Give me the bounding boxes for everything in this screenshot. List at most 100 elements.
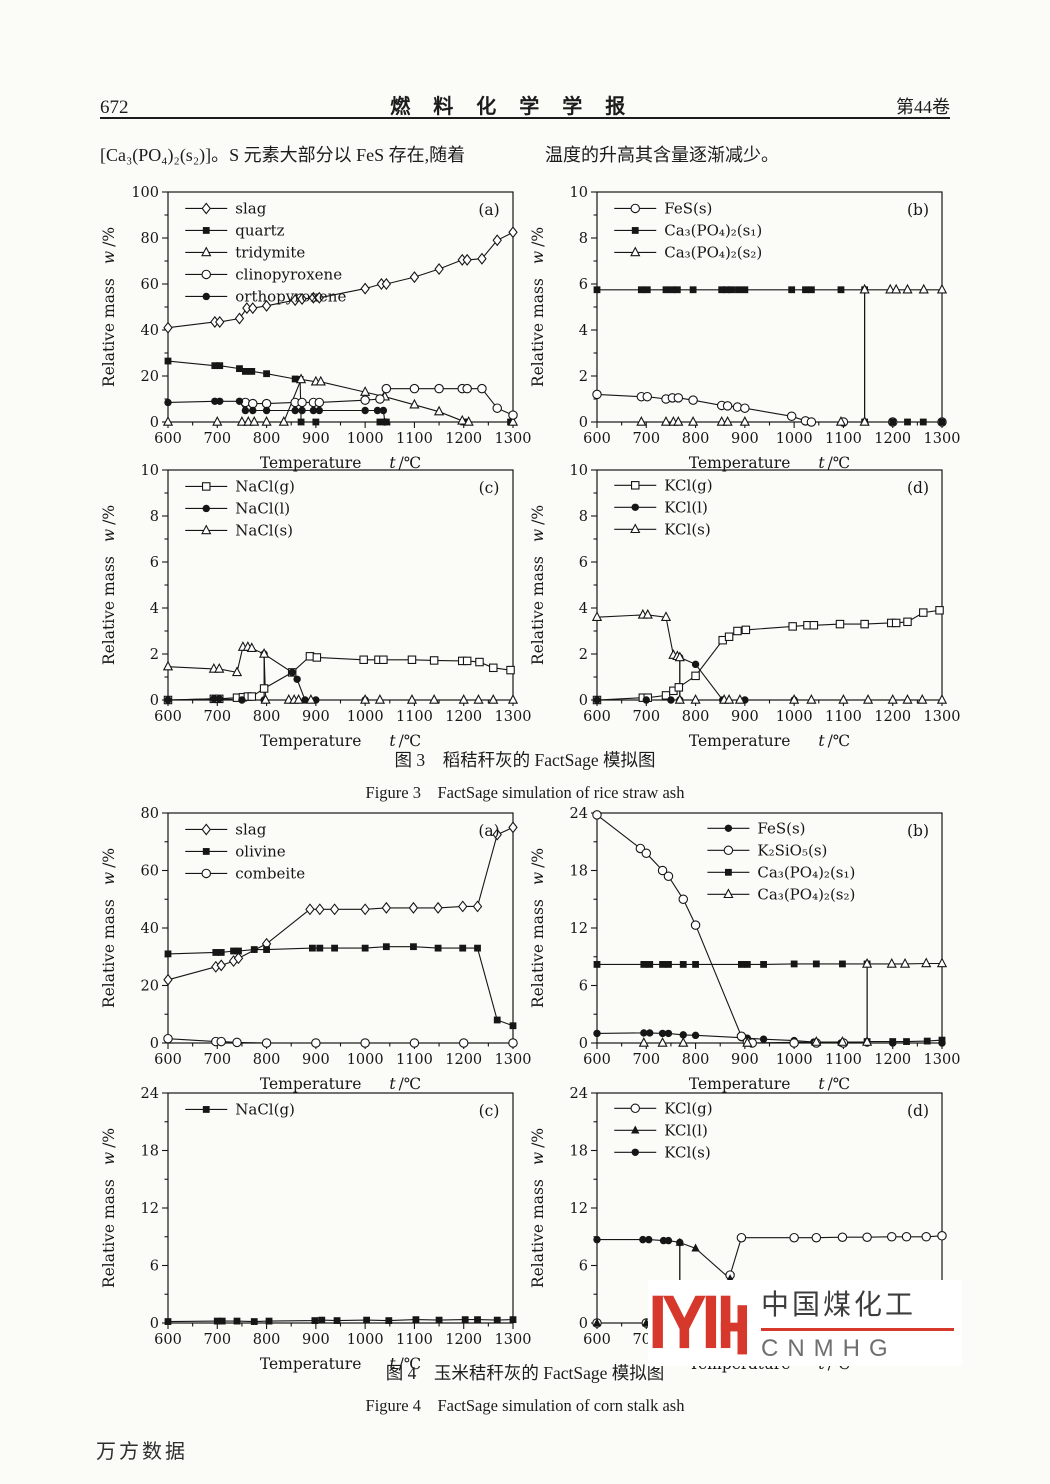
svg-text:600: 600 (154, 431, 182, 447)
figure3-panel-b-chart: 600 700 800 900 1000 1100 1200 1300 0 2 4 6 8 10 FeS(s… (522, 177, 972, 477)
svg-text:700: 700 (203, 431, 231, 447)
journal-title: 燃 料 化 学 学 报 (390, 96, 635, 118)
svg-text:1000: 1000 (347, 1052, 384, 1068)
svg-text:FeS(s): FeS(s) (664, 199, 712, 217)
svg-text:2: 2 (150, 647, 159, 663)
wanfang-data-mark: 万方数据 (96, 1441, 188, 1463)
svg-text:KCl(s): KCl(s) (664, 520, 710, 538)
svg-text:600: 600 (154, 709, 182, 725)
svg-text:0: 0 (579, 1316, 588, 1332)
svg-text:KCl(s): KCl(s) (664, 1143, 710, 1161)
svg-text:12: 12 (570, 1201, 588, 1217)
svg-text:KCl(g): KCl(g) (664, 476, 712, 494)
svg-text:6: 6 (579, 555, 588, 571)
svg-text:600: 600 (154, 1052, 182, 1068)
svg-text:20: 20 (141, 369, 159, 385)
svg-text:6: 6 (150, 1258, 159, 1274)
svg-text:1300: 1300 (495, 431, 532, 447)
svg-text:1000: 1000 (347, 709, 384, 725)
svg-text:100: 100 (131, 185, 159, 201)
svg-text:18: 18 (570, 1143, 588, 1159)
svg-text:K₂SiO₅(s): K₂SiO₅(s) (757, 841, 827, 859)
svg-text:8: 8 (579, 509, 588, 525)
svg-text:600: 600 (583, 1052, 611, 1068)
figure4-caption-zh: 图 4 玉米秸秆灰的 FactSage 模拟图 (385, 1363, 665, 1383)
body-text-left-column: [Ca₃(PO₄)₂(s₂)]。S 元素大部分以 FeS 存在,随着 (100, 145, 466, 165)
svg-text:1200: 1200 (445, 1332, 482, 1348)
svg-text:1300: 1300 (924, 1052, 961, 1068)
svg-text:1100: 1100 (825, 431, 862, 447)
svg-text:20: 20 (141, 978, 159, 994)
svg-text:800: 800 (253, 1052, 281, 1068)
svg-text:900: 900 (302, 1332, 330, 1348)
svg-text:1300: 1300 (924, 709, 961, 725)
svg-text:900: 900 (731, 1052, 759, 1068)
svg-text:(a): (a) (478, 201, 499, 219)
svg-text:700: 700 (203, 709, 231, 725)
volume-label: 第44卷 (896, 97, 950, 117)
svg-text:40: 40 (141, 921, 159, 937)
page-number: 672 (100, 97, 129, 118)
page-header: 672 燃 料 化 学 学 报 第44卷 (100, 90, 950, 119)
svg-text:slag: slag (235, 199, 266, 217)
svg-text:1000: 1000 (776, 431, 813, 447)
figure4-caption-en: Figure 4 FactSage simulation of corn sta… (365, 1396, 685, 1415)
svg-text:1100: 1100 (825, 709, 862, 725)
svg-text:0: 0 (579, 415, 588, 431)
svg-text:8: 8 (150, 509, 159, 525)
svg-text:quartz: quartz (235, 221, 284, 239)
svg-text:NaCl(l): NaCl(l) (235, 499, 290, 517)
svg-text:1300: 1300 (924, 431, 961, 447)
svg-text:1300: 1300 (495, 709, 532, 725)
figure3-panel-c-chart: 600 700 800 900 1000 1100 1200 1300 0 2 4 6 8 10 NaCl(… (93, 455, 543, 755)
svg-text:900: 900 (731, 431, 759, 447)
figure4-caption: 图 4 玉米秸秆灰的 FactSage 模拟图 Figure 4 FactSag… (0, 1360, 1050, 1416)
svg-text:900: 900 (302, 1052, 330, 1068)
svg-text:18: 18 (570, 863, 588, 879)
svg-text:(a): (a) (478, 822, 499, 840)
svg-text:600: 600 (583, 709, 611, 725)
svg-text:900: 900 (731, 709, 759, 725)
svg-text:1200: 1200 (874, 1052, 911, 1068)
svg-text:1100: 1100 (396, 1052, 433, 1068)
watermark-zh: 中国煤化工 (761, 1283, 955, 1331)
svg-text:Relative massw/%: Relative massw/% (529, 848, 547, 1008)
svg-text:800: 800 (253, 431, 281, 447)
svg-text:80: 80 (141, 231, 159, 247)
svg-text:600: 600 (154, 1332, 182, 1348)
svg-text:1100: 1100 (396, 1332, 433, 1348)
svg-text:Relative massw/%: Relative massw/% (529, 1128, 547, 1288)
svg-text:Relative massw/%: Relative massw/% (100, 1128, 118, 1288)
figure4-panel-b-chart: 600 700 800 900 1000 1100 1200 1300 0 6 12 18 24 FeS(… (522, 798, 972, 1098)
svg-text:clinopyroxene: clinopyroxene (235, 265, 342, 283)
figure4-panel-a-chart: 600 700 800 900 1000 1100 1200 1300 0 20 40 60 80 sla… (93, 798, 543, 1098)
svg-text:6: 6 (150, 555, 159, 571)
svg-text:NaCl(g): NaCl(g) (235, 1100, 295, 1118)
svg-text:1000: 1000 (776, 709, 813, 725)
svg-text:40: 40 (141, 323, 159, 339)
svg-text:6: 6 (579, 277, 588, 293)
svg-text:Ca₃(PO₄)₂(s₂): Ca₃(PO₄)₂(s₂) (757, 885, 855, 903)
svg-text:1200: 1200 (445, 431, 482, 447)
svg-text:1000: 1000 (347, 1332, 384, 1348)
svg-text:Relative massw/%: Relative massw/% (100, 227, 118, 387)
svg-text:0: 0 (150, 1036, 159, 1052)
svg-text:Ca₃(PO₄)₂(s₁): Ca₃(PO₄)₂(s₁) (757, 863, 855, 881)
svg-text:700: 700 (632, 1052, 660, 1068)
svg-text:combeite: combeite (235, 864, 305, 882)
svg-text:24: 24 (570, 806, 588, 822)
svg-text:12: 12 (570, 921, 588, 937)
svg-text:700: 700 (632, 431, 660, 447)
svg-text:700: 700 (632, 709, 660, 725)
svg-text:0: 0 (150, 1316, 159, 1332)
svg-text:1200: 1200 (445, 709, 482, 725)
svg-text:700: 700 (203, 1332, 231, 1348)
svg-text:Relative massw/%: Relative massw/% (100, 505, 118, 665)
svg-text:12: 12 (141, 1201, 159, 1217)
svg-text:4: 4 (150, 601, 159, 617)
figure3-caption: 图 3 稻秸秆灰的 FactSage 模拟图 Figure 3 FactSage… (0, 747, 1050, 803)
svg-text:1100: 1100 (396, 709, 433, 725)
svg-text:1000: 1000 (776, 1052, 813, 1068)
svg-text:1100: 1100 (825, 1052, 862, 1068)
svg-text:slag: slag (235, 820, 266, 838)
